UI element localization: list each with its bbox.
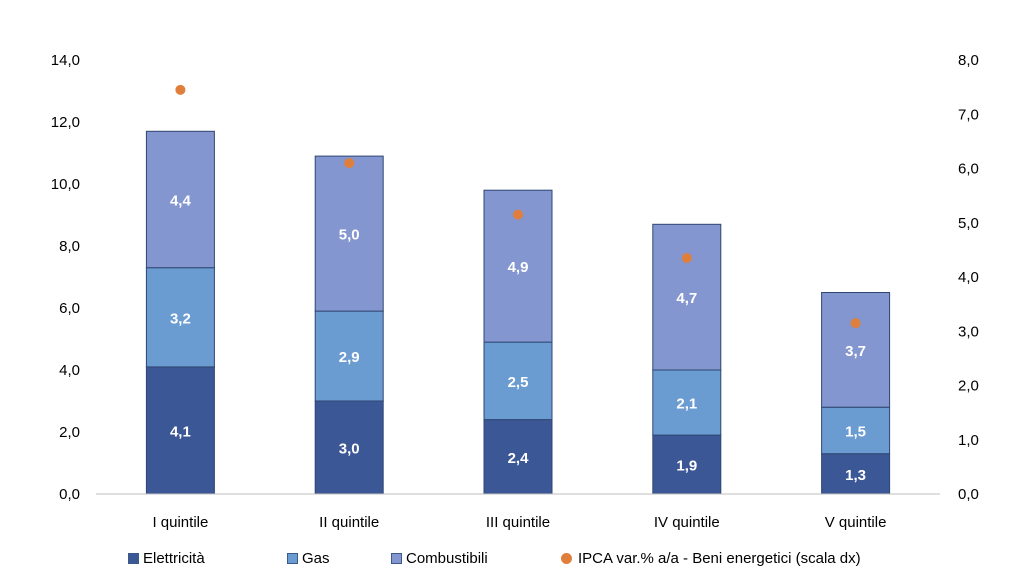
bar-data-label: 1,3 [845, 467, 866, 484]
legend-label-elettricita: Elettricità [143, 550, 205, 567]
bar-data-label: 1,9 [676, 458, 697, 475]
right-axis-tick-label: 5,0 [958, 215, 979, 232]
bar-segment [652, 369, 722, 436]
legend-label-gas: Gas [302, 550, 330, 567]
bar-data-label: 4,1 [170, 423, 191, 440]
right-axis-tick-label: 4,0 [958, 269, 979, 286]
bar-segment [145, 366, 215, 495]
category-label: III quintile [486, 514, 550, 531]
category-label: I quintile [152, 514, 208, 531]
right-axis-tick-label: 0,0 [958, 486, 979, 503]
bar-segment [483, 189, 553, 343]
bar-segment [652, 434, 722, 495]
bar-data-label: 2,4 [508, 450, 530, 467]
bar-data-label: 3,0 [339, 441, 360, 458]
bar-segment [314, 310, 384, 402]
bar-data-label: 4,7 [676, 290, 697, 307]
left-axis-tick-label: 4,0 [59, 362, 80, 379]
left-axis-tick-label: 0,0 [59, 486, 80, 503]
bar-segment [145, 267, 215, 368]
ipca-point [850, 318, 861, 329]
legend-label-combustibili: Combustibili [406, 550, 488, 567]
bar-data-label: 1,5 [845, 423, 866, 440]
legend-item-ipca: IPCA var.% a/a - Beni energetici (scala … [561, 550, 861, 567]
bar-segment [652, 223, 722, 371]
bar-data-label: 3,7 [845, 343, 866, 360]
left-axis-tick-label: 12,0 [51, 114, 80, 131]
ipca-point [513, 209, 523, 220]
bar-segment [314, 155, 384, 312]
left-axis-tick-label: 2,0 [59, 424, 80, 441]
legend-swatch-combustibili [391, 553, 402, 564]
bar-segment [483, 341, 553, 421]
right-axis-tick-label: 3,0 [958, 323, 979, 340]
bar-segment [145, 130, 215, 269]
legend-item-elettricita: Elettricità [128, 550, 205, 567]
legend-label-ipca: IPCA var.% a/a - Beni energetici (scala … [578, 550, 861, 567]
bar-data-label: 2,5 [508, 374, 529, 391]
right-axis-tick-label: 6,0 [958, 161, 979, 178]
legend-dot-ipca [561, 553, 572, 564]
category-label: IV quintile [654, 514, 720, 531]
right-axis-tick-label: 2,0 [958, 378, 979, 395]
right-axis-tick-label: 1,0 [958, 432, 979, 449]
chart-legend: Elettricità Gas Combustibili IPCA var.% … [0, 550, 1024, 574]
bar-data-label: 5,0 [339, 227, 360, 244]
left-axis-tick-label: 14,0 [51, 52, 80, 69]
ipca-point [344, 158, 355, 169]
bar-data-label: 2,9 [339, 349, 360, 366]
legend-item-gas: Gas [287, 550, 330, 567]
ipca-point [681, 253, 692, 264]
legend-item-combustibili: Combustibili [391, 550, 488, 567]
ipca-point [175, 84, 186, 95]
bar-segment [314, 400, 384, 495]
right-axis-tick-label: 7,0 [958, 106, 979, 123]
bar-data-label: 4,9 [508, 259, 529, 276]
bar-data-label: 3,2 [170, 310, 191, 327]
legend-swatch-gas [287, 553, 298, 564]
left-axis-tick-label: 10,0 [51, 176, 80, 193]
category-label: V quintile [825, 514, 887, 531]
bar-data-label: 2,1 [676, 396, 697, 413]
left-axis-tick-label: 6,0 [59, 300, 80, 317]
right-axis-tick-label: 8,0 [958, 52, 979, 69]
left-axis-tick-label: 8,0 [59, 238, 80, 255]
legend-swatch-elettricita [128, 553, 139, 564]
bar-data-label: 4,4 [170, 193, 192, 210]
bar-segment [821, 292, 891, 408]
category-label: II quintile [319, 514, 379, 531]
